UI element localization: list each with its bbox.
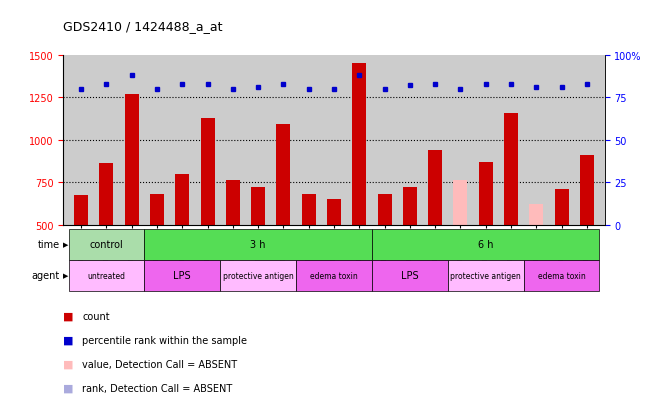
Bar	[403, 188, 417, 225]
Bar	[251, 188, 265, 225]
Bar	[175, 174, 189, 225]
Text: ■: ■	[63, 335, 74, 345]
Bar	[428, 151, 442, 225]
Bar	[327, 200, 341, 225]
Text: edema toxin: edema toxin	[538, 271, 585, 280]
Text: control: control	[90, 240, 124, 250]
Text: agent: agent	[32, 271, 60, 281]
Text: ▶: ▶	[63, 273, 68, 279]
Bar	[504, 113, 518, 225]
Text: edema toxin: edema toxin	[310, 271, 358, 280]
Bar	[479, 162, 493, 225]
Bar	[296, 260, 372, 291]
Bar	[448, 260, 524, 291]
Text: GDS2410 / 1424488_a_at: GDS2410 / 1424488_a_at	[63, 20, 223, 33]
Text: count: count	[82, 311, 110, 321]
Bar	[226, 181, 240, 225]
Text: 3 h: 3 h	[250, 240, 266, 250]
Bar	[580, 156, 594, 225]
Text: value, Detection Call = ABSENT: value, Detection Call = ABSENT	[82, 359, 237, 369]
Text: LPS: LPS	[401, 271, 419, 281]
Bar	[454, 181, 468, 225]
Text: ■: ■	[63, 383, 74, 393]
Bar	[125, 95, 139, 225]
Bar	[69, 229, 144, 260]
Text: percentile rank within the sample: percentile rank within the sample	[82, 335, 247, 345]
Bar	[524, 260, 599, 291]
Bar	[554, 190, 568, 225]
Text: ▶: ▶	[63, 242, 68, 248]
Text: ■: ■	[63, 359, 74, 369]
Bar	[220, 260, 296, 291]
Text: LPS: LPS	[174, 271, 191, 281]
Bar	[144, 260, 220, 291]
Text: rank, Detection Call = ABSENT: rank, Detection Call = ABSENT	[82, 383, 232, 393]
Bar	[150, 195, 164, 225]
Bar	[302, 195, 316, 225]
Bar	[69, 260, 144, 291]
Bar	[372, 229, 599, 260]
Bar	[377, 195, 391, 225]
Bar	[529, 205, 543, 225]
Bar	[144, 229, 372, 260]
Bar	[352, 64, 366, 225]
Text: protective antigen: protective antigen	[450, 271, 521, 280]
Bar	[277, 125, 291, 225]
Bar	[200, 119, 214, 225]
Bar	[74, 195, 88, 225]
Bar	[100, 164, 114, 225]
Text: 6 h: 6 h	[478, 240, 494, 250]
Text: untreated: untreated	[88, 271, 126, 280]
Text: protective antigen: protective antigen	[222, 271, 293, 280]
Bar	[372, 260, 448, 291]
Text: time: time	[38, 240, 60, 250]
Text: ■: ■	[63, 311, 74, 321]
